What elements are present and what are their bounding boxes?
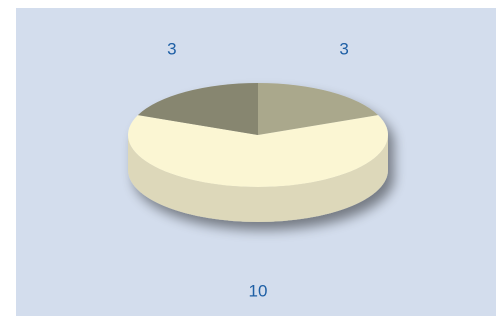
slice-label-2: 3 xyxy=(167,40,176,59)
slice-label-1: 10 xyxy=(249,281,268,300)
pie-slice-2 xyxy=(137,83,258,135)
pie-slice-0 xyxy=(258,83,379,135)
pie-side-1 xyxy=(128,135,388,222)
slice-label-0: 3 xyxy=(339,40,348,59)
pie-slice-1 xyxy=(128,115,389,187)
